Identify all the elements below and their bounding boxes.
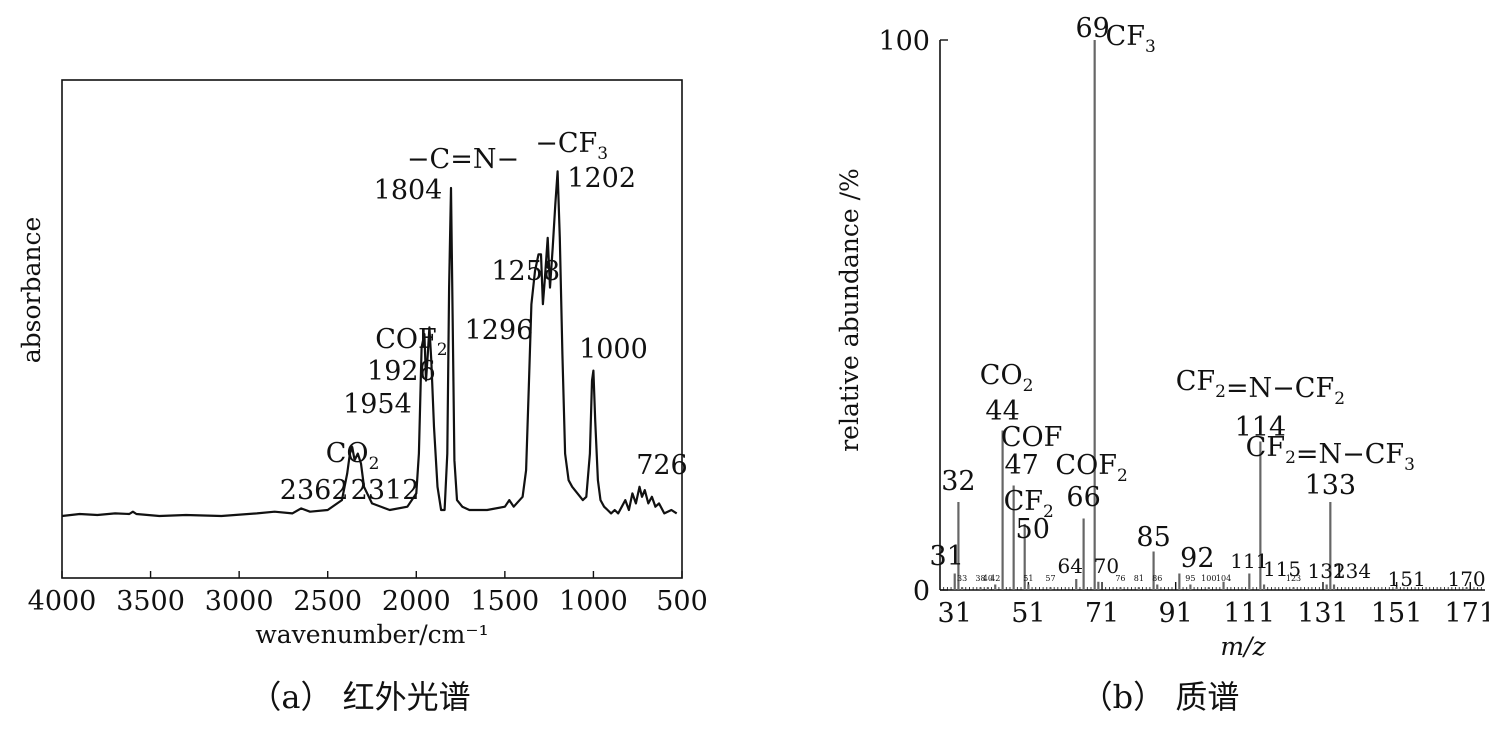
ir-x-tick-label: 2000 [382, 586, 451, 617]
ir-plot-frame [61, 79, 683, 579]
ms-y-tick-label: 100 [878, 26, 930, 57]
ms-axes-ticks: 31 51 71 91 111 131 151 171 0 100 [878, 26, 1489, 629]
ms-x-tick-label: 31 [938, 598, 972, 629]
ms-y-tick-label: 0 [913, 576, 930, 607]
ir-x-axis: 4000 3500 3000 2500 2000 1500 1000 500 [28, 571, 708, 617]
ms-fragment-label: CO2 [980, 360, 1034, 396]
ir-x-tick-label: 4000 [28, 586, 97, 617]
ir-x-tick-label: 2500 [293, 586, 362, 617]
ms-x-tick-label: 91 [1158, 598, 1192, 629]
ir-peak-label: −CF3 [535, 128, 608, 164]
ms-peak-mz-label: 51 [1023, 574, 1033, 583]
ir-peak-label: CO2 [326, 438, 380, 474]
ir-peak-label: 726 [636, 450, 688, 481]
ms-peak-mz-label: 114 [1235, 412, 1287, 443]
ms-peak-mz-label: 64 [1058, 554, 1083, 578]
ms-y-axis-label: relative abundance /% [835, 168, 864, 452]
ms-peak-mz-label: 44 [985, 396, 1019, 427]
ir-x-tick-label: 3000 [205, 586, 274, 617]
ms-peak-mz-label: 151 [1388, 567, 1426, 591]
ms-peak-mz-label: 32 [941, 466, 975, 497]
ir-spectrum-line [61, 170, 678, 518]
ms-fragment-label: CF2 [1004, 486, 1054, 522]
ms-x-tick-label: 151 [1371, 598, 1423, 629]
ir-peak-label: 1258 [491, 256, 560, 287]
ms-peak-mz-label: 38 [975, 574, 985, 583]
ms-peak-mz-label: 115 [1263, 557, 1301, 581]
ir-peak-label: 1926 [367, 356, 436, 387]
ms-peak-bars [953, 40, 1468, 590]
ms-peak-mz-label: 42 [990, 574, 1000, 583]
ms-x-tick-label: 131 [1297, 598, 1349, 629]
ms-fragment-label: CF3 [1106, 21, 1156, 57]
ms-peak-mz-label: 85 [1136, 522, 1170, 553]
ir-panel-caption: （a） 红外光谱 [249, 678, 470, 716]
ms-fragment-label: CF2=N−CF2 [1176, 366, 1345, 409]
ir-x-axis-label: wavenumber/cm⁻¹ [255, 620, 488, 649]
ir-peak-label: 2362 [280, 475, 349, 506]
ms-peak-mz-label: 33 [957, 574, 967, 583]
ms-peak-mz-label: 70 [1094, 554, 1119, 578]
ms-peak-mz-label: 40 [983, 574, 993, 583]
ir-peak-label: 1202 [567, 163, 636, 194]
ms-peak-mz-label: 76 [1115, 574, 1125, 583]
ms-fragment-label: COF2 [1055, 450, 1127, 486]
ms-x-axis-label: m/z [1220, 632, 1266, 661]
ir-peak-label: 1954 [343, 389, 412, 420]
ms-peak-mz-label: 92 [1180, 543, 1214, 574]
ms-peak-mz-label: 133 [1305, 470, 1357, 501]
ms-peak-mz-label: 95 [1185, 574, 1195, 583]
ms-x-tick-label: 51 [1011, 598, 1045, 629]
ms-peak-mz-label: 69 [1075, 13, 1109, 44]
ms-peak-mz-label: 134 [1333, 559, 1371, 583]
ms-peak-mz-label: 104 [1216, 574, 1231, 583]
ms-x-tick-label: 111 [1224, 598, 1276, 629]
ir-x-tick-label: 3500 [116, 586, 185, 617]
ms-peak-mz-label: 57 [1045, 574, 1055, 583]
ir-peak-label: −C=N− [407, 144, 519, 175]
ir-peak-label: 2312 [351, 475, 420, 506]
ms-peak-mz-label: 47 [1004, 450, 1038, 481]
ir-x-tick-label: 500 [656, 586, 708, 617]
ms-fragment-label: COF [1001, 422, 1063, 453]
ir-peak-label: 1296 [465, 315, 534, 346]
ms-fragment-label: CF2=N−CF3 [1246, 432, 1415, 475]
ms-peak-mz-label: 132 [1308, 559, 1346, 583]
ms-peak-mz-label: 123 [1286, 574, 1301, 583]
ms-peak-mz-label: 50 [1016, 514, 1050, 545]
ir-peak-label: 1000 [579, 334, 648, 365]
ms-peak-mz-label: 31 [930, 541, 964, 572]
ms-panel-caption: （b） 质谱 [1081, 678, 1240, 716]
ms-peak-mz-label: 81 [1134, 574, 1144, 583]
ms-peak-mz-label: 100 [1201, 574, 1216, 583]
ms-peak-mz-label: 111 [1230, 549, 1268, 573]
ms-x-tick-label: 71 [1085, 598, 1119, 629]
ir-x-tick-label: 1500 [470, 586, 539, 617]
ms-x-tick-label: 171 [1444, 598, 1489, 629]
ir-peak-label: COF2 [375, 324, 447, 360]
ir-spectrum-panel: 4000 3500 3000 2500 2000 1500 1000 500 2362 2312… [17, 79, 708, 716]
ms-peak-mz-label: 86 [1152, 574, 1162, 583]
ms-peak-mz-label: 66 [1066, 482, 1100, 513]
ms-peak-mz-label: 170 [1447, 567, 1485, 591]
ir-x-tick-label: 1000 [559, 586, 628, 617]
ir-y-axis-label: absorbance [17, 217, 46, 364]
ir-peak-label: 1804 [374, 175, 443, 206]
